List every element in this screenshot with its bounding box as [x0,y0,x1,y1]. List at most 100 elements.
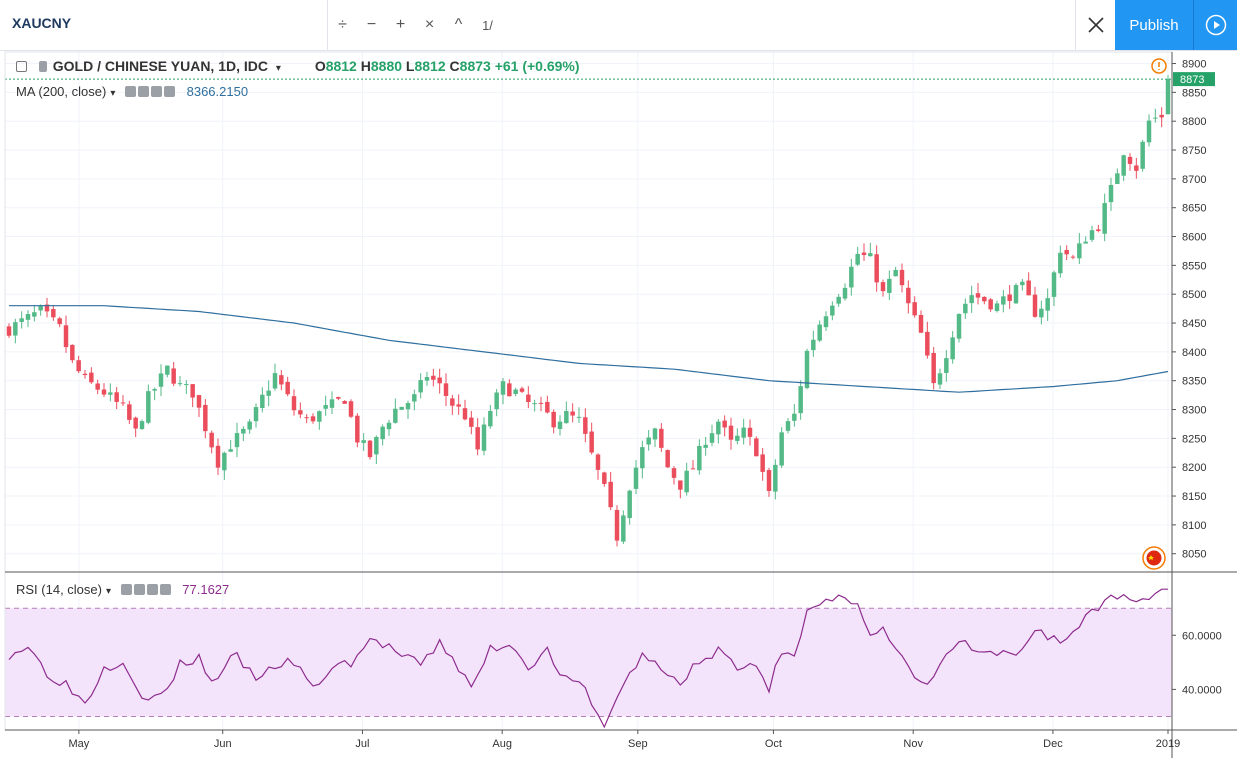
close-value: 8873 [459,58,491,74]
candle [291,389,297,416]
candle [652,427,658,447]
candle-body [1127,156,1133,164]
last-price-tag: 8873 [1173,72,1215,87]
candle [101,383,107,397]
candle [1115,168,1120,185]
candle-body [950,337,955,360]
reciprocal-tool[interactable]: 1/ [482,17,493,33]
candle [842,283,848,301]
chevron-down-icon[interactable]: ▾ [105,586,112,597]
symbol-search[interactable]: XAUCNY [12,15,72,31]
candle [108,383,113,402]
candle [538,396,544,412]
candle-body [279,375,284,385]
plus-icon[interactable] [150,86,162,97]
eye-icon[interactable] [120,584,132,595]
candle [779,427,784,469]
candle-body [583,417,588,434]
candle-body [222,452,227,471]
rsi-tick-label: 40.0000 [1182,684,1222,696]
candle-body [633,467,639,489]
candle [754,436,759,457]
candle [120,395,126,407]
candle-body [336,397,341,399]
time-axis[interactable]: May Jun Jul Aug Sep Oct Nov Dec 2019 [68,730,1180,750]
candle [545,395,550,414]
candle [361,433,366,451]
candle-body [849,266,854,288]
candle [450,394,455,415]
ohlc-values: O8812 H8880 L8812 C8873 +61 (+0.69%) [315,58,580,74]
candle-body [317,411,322,422]
rsi-axis[interactable]: 40.0000 60.0000 [1172,630,1222,696]
candle-body [95,383,100,390]
plus-icon[interactable] [146,584,158,595]
candle-body [728,425,734,440]
eye-icon[interactable] [124,86,136,97]
candle-body [228,449,233,452]
publish-button[interactable]: Publish [1115,0,1193,50]
candle [139,419,145,430]
candle-body [298,410,303,415]
candle-body [703,444,708,448]
gear-icon[interactable] [137,86,149,97]
candle-body [538,402,544,404]
candle [513,387,518,397]
close-button[interactable] [1075,0,1116,50]
alert-icon[interactable] [1151,58,1167,74]
candle-body [1108,185,1114,203]
candle-body [931,352,936,384]
candle-body [361,440,366,443]
multiply-tool[interactable]: × [424,16,435,33]
candle-body [969,295,974,304]
candle-body [450,398,455,406]
candle [89,367,94,384]
candle-body [70,344,75,361]
candle [659,423,664,452]
power-tool[interactable]: ^ [454,16,463,33]
candle-body [868,253,873,257]
chevron-down-icon[interactable]: ▾ [110,88,116,99]
play-button[interactable] [1193,0,1237,50]
candle [133,416,138,438]
candle-body [475,427,480,450]
candle [158,364,164,397]
minus-tool[interactable]: − [366,16,377,33]
price-tick-label: 8500 [1182,289,1206,301]
collapse-icon[interactable] [16,61,27,72]
candle [355,413,360,448]
candle-body [709,433,715,443]
candle [253,403,259,428]
candle-body [127,404,132,420]
candle-body [1077,243,1082,259]
candle-body [956,314,962,339]
candle-body [944,358,949,373]
price-axis[interactable]: 8050 8100 8150 8200 8250 8300 8350 8400 8450 8500… [1172,59,1206,561]
candle [1007,285,1012,309]
candle-body [443,383,449,396]
candle-body [754,438,759,457]
divide-tool[interactable]: ÷ [338,16,347,33]
price-chart[interactable]: 8050 8100 8150 8200 8250 8300 8350 8400 8450 8500… [0,50,1237,758]
close-icon[interactable] [159,584,171,595]
flag-icon[interactable] [1142,546,1166,570]
candle [589,422,594,455]
candle [570,403,575,423]
close-icon[interactable] [163,86,175,97]
chevron-down-icon[interactable]: ▾ [275,63,281,74]
candle-body [614,509,620,541]
gear-icon[interactable] [133,584,145,595]
candle [963,298,968,319]
candle-body [500,381,506,395]
candle-body [184,384,189,386]
candle-body [6,326,12,336]
candle-body [576,416,582,418]
candle [982,296,987,305]
plus-tool[interactable]: + [395,16,406,33]
candle-body [165,365,170,375]
candle [785,418,791,434]
tool-group: ÷ − + × ^ 1/ [327,0,502,50]
candle-body [1146,120,1152,143]
candle [1134,157,1139,179]
top-toolbar: XAUCNY ÷ − + × ^ 1/ Publish [0,0,1237,51]
